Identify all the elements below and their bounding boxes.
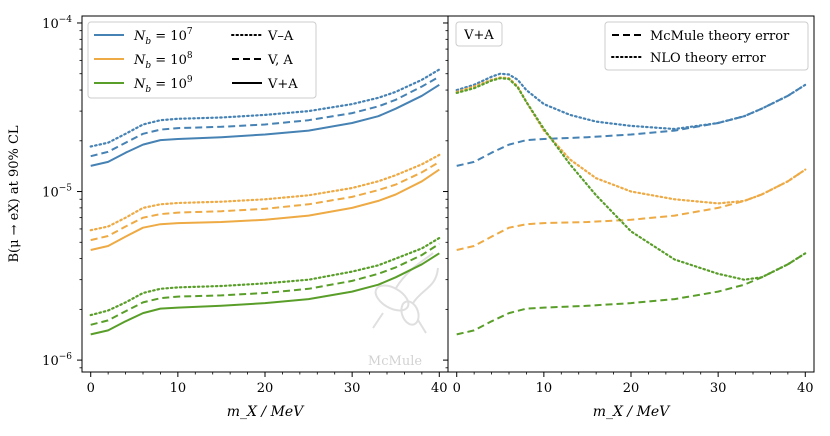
title-box-frame <box>455 21 503 47</box>
legend-sample-label: Nb = 108 <box>133 51 193 71</box>
right-legend: McMule theory error NLO theory error <box>604 21 809 71</box>
left-x-ticks: 0 10 20 30 40 <box>87 372 448 396</box>
y-axis-label: B(μ → eX) at 90% CL <box>7 125 22 262</box>
x-tick-label: 20 <box>623 381 640 396</box>
legend-sample-label: Nb = 109 <box>133 75 193 95</box>
x-tick-label: 30 <box>344 381 361 396</box>
legend-style-label: V, A <box>267 53 293 68</box>
right-x-ticks: 0 10 20 30 40 <box>453 372 814 396</box>
series-line-right-3 <box>456 168 806 251</box>
title-box-label: V+A <box>463 28 494 43</box>
series-line-right-5 <box>456 252 806 336</box>
left-y-ticks: 10−6 10−5 10−4 <box>42 15 82 369</box>
x-tick-label: 10 <box>536 381 553 396</box>
x-tick-label: 10 <box>170 381 187 396</box>
right-legend-frame <box>604 21 809 71</box>
left-series-group <box>89 68 441 336</box>
right-legend-label: NLO theory error <box>650 51 767 66</box>
series-line-right-2 <box>455 76 807 205</box>
series-line-left-1 <box>90 75 440 158</box>
series-line-right-0 <box>455 72 807 131</box>
series-line-left-3 <box>89 153 441 232</box>
series-line-left-8 <box>90 252 440 336</box>
right-series-group <box>455 72 807 336</box>
x-tick-label: 20 <box>257 381 274 396</box>
series-line-left-5 <box>90 168 440 251</box>
right-panel: 0 10 20 30 40 m_X / MeV V+A McMule theory er… <box>443 15 815 420</box>
right-legend-entries: McMule theory error NLO theory error <box>611 29 790 66</box>
legend-style-label: V–A <box>267 29 294 44</box>
legend-style-label: V+A <box>267 77 298 92</box>
y-tick-label: 10−5 <box>42 184 72 201</box>
left-panel: McMule 0 10 20 30 40 10−610−510−4 m_X / MeV … <box>7 15 449 420</box>
left-legend-frame <box>87 21 317 99</box>
watermark-label: McMule <box>368 354 422 369</box>
right-legend-label: McMule theory error <box>650 29 790 44</box>
legend-sample-entries: Nb = 107 Nb = 108 Nb = 109 <box>94 27 193 95</box>
series-line-left-7 <box>90 242 440 326</box>
y-tick-label: 10−4 <box>42 15 72 32</box>
y-tick-label: 10−6 <box>42 352 72 369</box>
left-legend: Nb = 107 Nb = 108 Nb = 109 V–A V, A V+A <box>87 21 317 99</box>
series-line-left-0 <box>89 68 441 148</box>
x-tick-label: 40 <box>431 381 448 396</box>
series-line-left-6 <box>89 236 441 317</box>
x-tick-label: 30 <box>710 381 727 396</box>
left-x-axis-label: m_X / MeV <box>227 404 305 420</box>
series-line-left-4 <box>90 161 440 242</box>
right-title-box: V+A <box>455 21 503 47</box>
series-line-left-2 <box>90 83 440 167</box>
right-x-axis-label: m_X / MeV <box>593 404 671 420</box>
series-line-right-1 <box>456 83 806 167</box>
series-line-right-4 <box>455 77 807 281</box>
right-y-ticks <box>443 22 448 369</box>
x-tick-label: 0 <box>87 381 95 396</box>
x-tick-label: 0 <box>453 381 461 396</box>
left-watermark: McMule <box>368 252 439 369</box>
legend-style-entries: V–A V, A V+A <box>231 29 298 92</box>
legend-sample-label: Nb = 107 <box>133 27 193 47</box>
x-tick-label: 40 <box>797 381 814 396</box>
